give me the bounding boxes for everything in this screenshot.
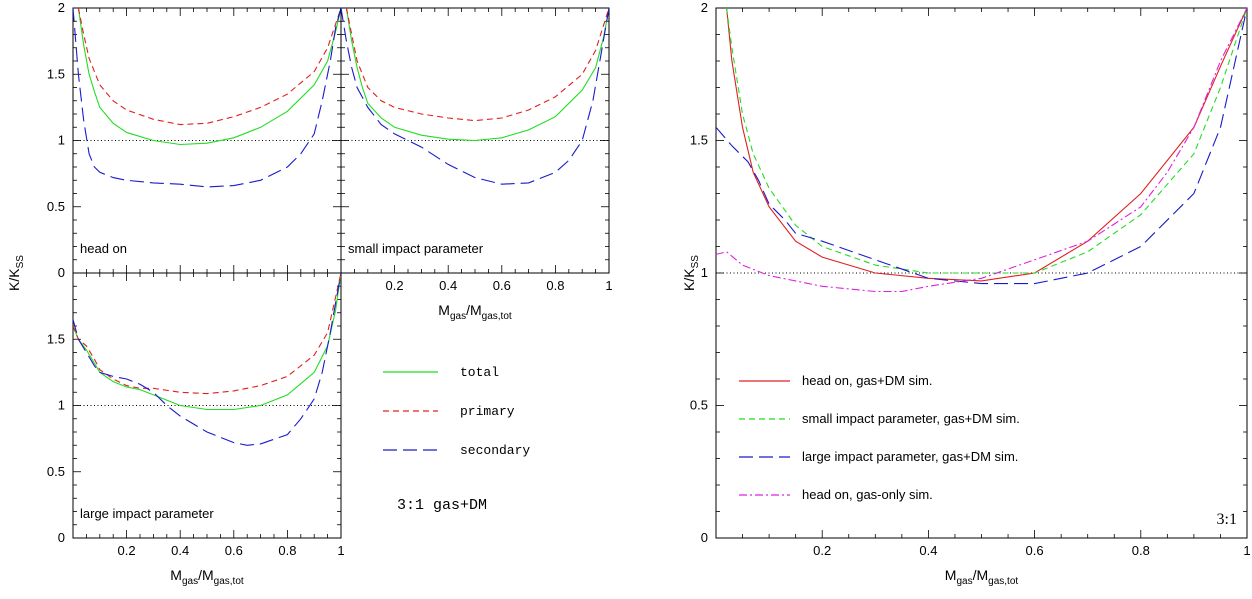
x-tick-label: 1	[337, 543, 344, 558]
y-tick-label: 0.5	[690, 398, 708, 413]
y-axis-title: K/KSS	[6, 255, 26, 291]
legend-label: primary	[460, 404, 515, 419]
x-axis-title-part: gas,tot	[988, 576, 1018, 587]
x-tick-label: 0.4	[439, 278, 457, 293]
x-tick-label: 0.6	[225, 543, 243, 558]
caption: 3:1 gas+DM	[397, 497, 487, 514]
series-secondary	[73, 273, 341, 446]
series-primary	[345, 8, 609, 122]
series-primary	[73, 273, 341, 395]
legend-label: total	[460, 365, 499, 380]
y-tick-label: 0.5	[47, 199, 65, 214]
series-primary	[77, 8, 341, 126]
x-tick-label: 0.2	[386, 278, 404, 293]
x-axis-title: Mgas/Mgas,tot	[945, 567, 1019, 587]
series-sim_large	[716, 8, 1247, 285]
y-axis-title-part: K/K	[681, 268, 697, 291]
x-axis-title-part: /M	[466, 302, 482, 318]
x-axis-title-part: gas,tot	[214, 576, 244, 587]
panel-label: small impact parameter	[348, 241, 484, 256]
x-tick-label: 0.8	[546, 278, 564, 293]
series-total	[345, 8, 609, 142]
x-axis-title-part: gas,tot	[482, 311, 512, 322]
x-axis-title-part: gas	[450, 311, 466, 322]
panel-combined: 0.2 0.4 0.6 0.8 1 0 0.5 1 1.5 2 3:1 Mgas/Mgas,tot he…	[690, 0, 1251, 587]
x-tick-label: 1	[605, 278, 612, 293]
x-axis-title: Mgas/Mgas,tot	[438, 302, 512, 322]
x-tick-label: 0.8	[1132, 543, 1150, 558]
legend-label: small impact parameter, gas+DM sim.	[802, 411, 1020, 426]
legend-label: secondary	[460, 443, 530, 458]
x-tick-label: 0.4	[171, 543, 189, 558]
x-axis-title-part: M	[945, 567, 957, 583]
y-tick-label: 2	[701, 0, 708, 15]
panel-label: 3:1	[1217, 511, 1237, 528]
legend-label: head on, gas+DM sim.	[802, 373, 932, 388]
y-tick-label: 2	[58, 0, 65, 15]
y-tick-label: 1	[58, 133, 65, 148]
x-tick-label: 1	[1243, 543, 1250, 558]
y-tick-label: 1	[58, 398, 65, 413]
y-axis-title-part: K/K	[6, 268, 22, 291]
y-tick-label: 1.5	[47, 331, 65, 346]
series-total	[73, 273, 341, 411]
series-total	[77, 8, 341, 146]
x-tick-label: 0.2	[813, 543, 831, 558]
x-axis-title-part: /M	[973, 567, 989, 583]
y-tick-label: 0.5	[47, 464, 65, 479]
y-tick-label: 1.5	[690, 133, 708, 148]
y-tick-label: 0	[58, 265, 65, 280]
y-axis-title-part: SS	[15, 255, 26, 269]
panel-small-impact: 0.2 0.4 0.6 0.8 1 small impact parameter Mgas/…	[340, 7, 613, 322]
x-axis-title-part: gas	[956, 576, 972, 587]
series-sim_gas_only	[716, 8, 1247, 293]
x-axis-title-part: M	[438, 302, 450, 318]
legend-label: head on, gas-only sim.	[802, 487, 933, 502]
panel-head-on: 0 0.5 1 1.5 2 head on	[47, 0, 342, 280]
y-axis-title: K/KSS	[681, 255, 701, 291]
x-axis-title-part: M	[170, 567, 182, 583]
y-tick-label: 1	[701, 265, 708, 280]
y-tick-label: 1.5	[47, 66, 65, 81]
panel-label: head on	[80, 241, 127, 256]
panel-large-impact: 0.2 0.4 0.6 0.8 1 0 0.5 1 1.5 large impact parame…	[47, 272, 345, 587]
series-secondary	[73, 8, 341, 188]
y-tick-label: 0	[58, 530, 65, 545]
x-tick-label: 0.6	[493, 278, 511, 293]
x-axis-title: Mgas/Mgas,tot	[170, 567, 244, 587]
x-tick-label: 0.6	[1026, 543, 1044, 558]
y-tick-label: 0	[701, 530, 708, 545]
x-axis-title-part: gas	[182, 576, 198, 587]
y-axis-title-part: SS	[690, 255, 701, 269]
x-axis-title-part: /M	[198, 567, 214, 583]
legend-label: large impact parameter, gas+DM sim.	[802, 449, 1018, 464]
x-tick-label: 0.4	[919, 543, 937, 558]
x-tick-label: 0.8	[278, 543, 296, 558]
x-tick-label: 0.2	[118, 543, 136, 558]
series-sim_head_on	[726, 8, 1247, 282]
series-secondary	[341, 8, 609, 185]
series-sim_small	[726, 8, 1247, 274]
panel-label: large impact parameter	[80, 506, 214, 521]
